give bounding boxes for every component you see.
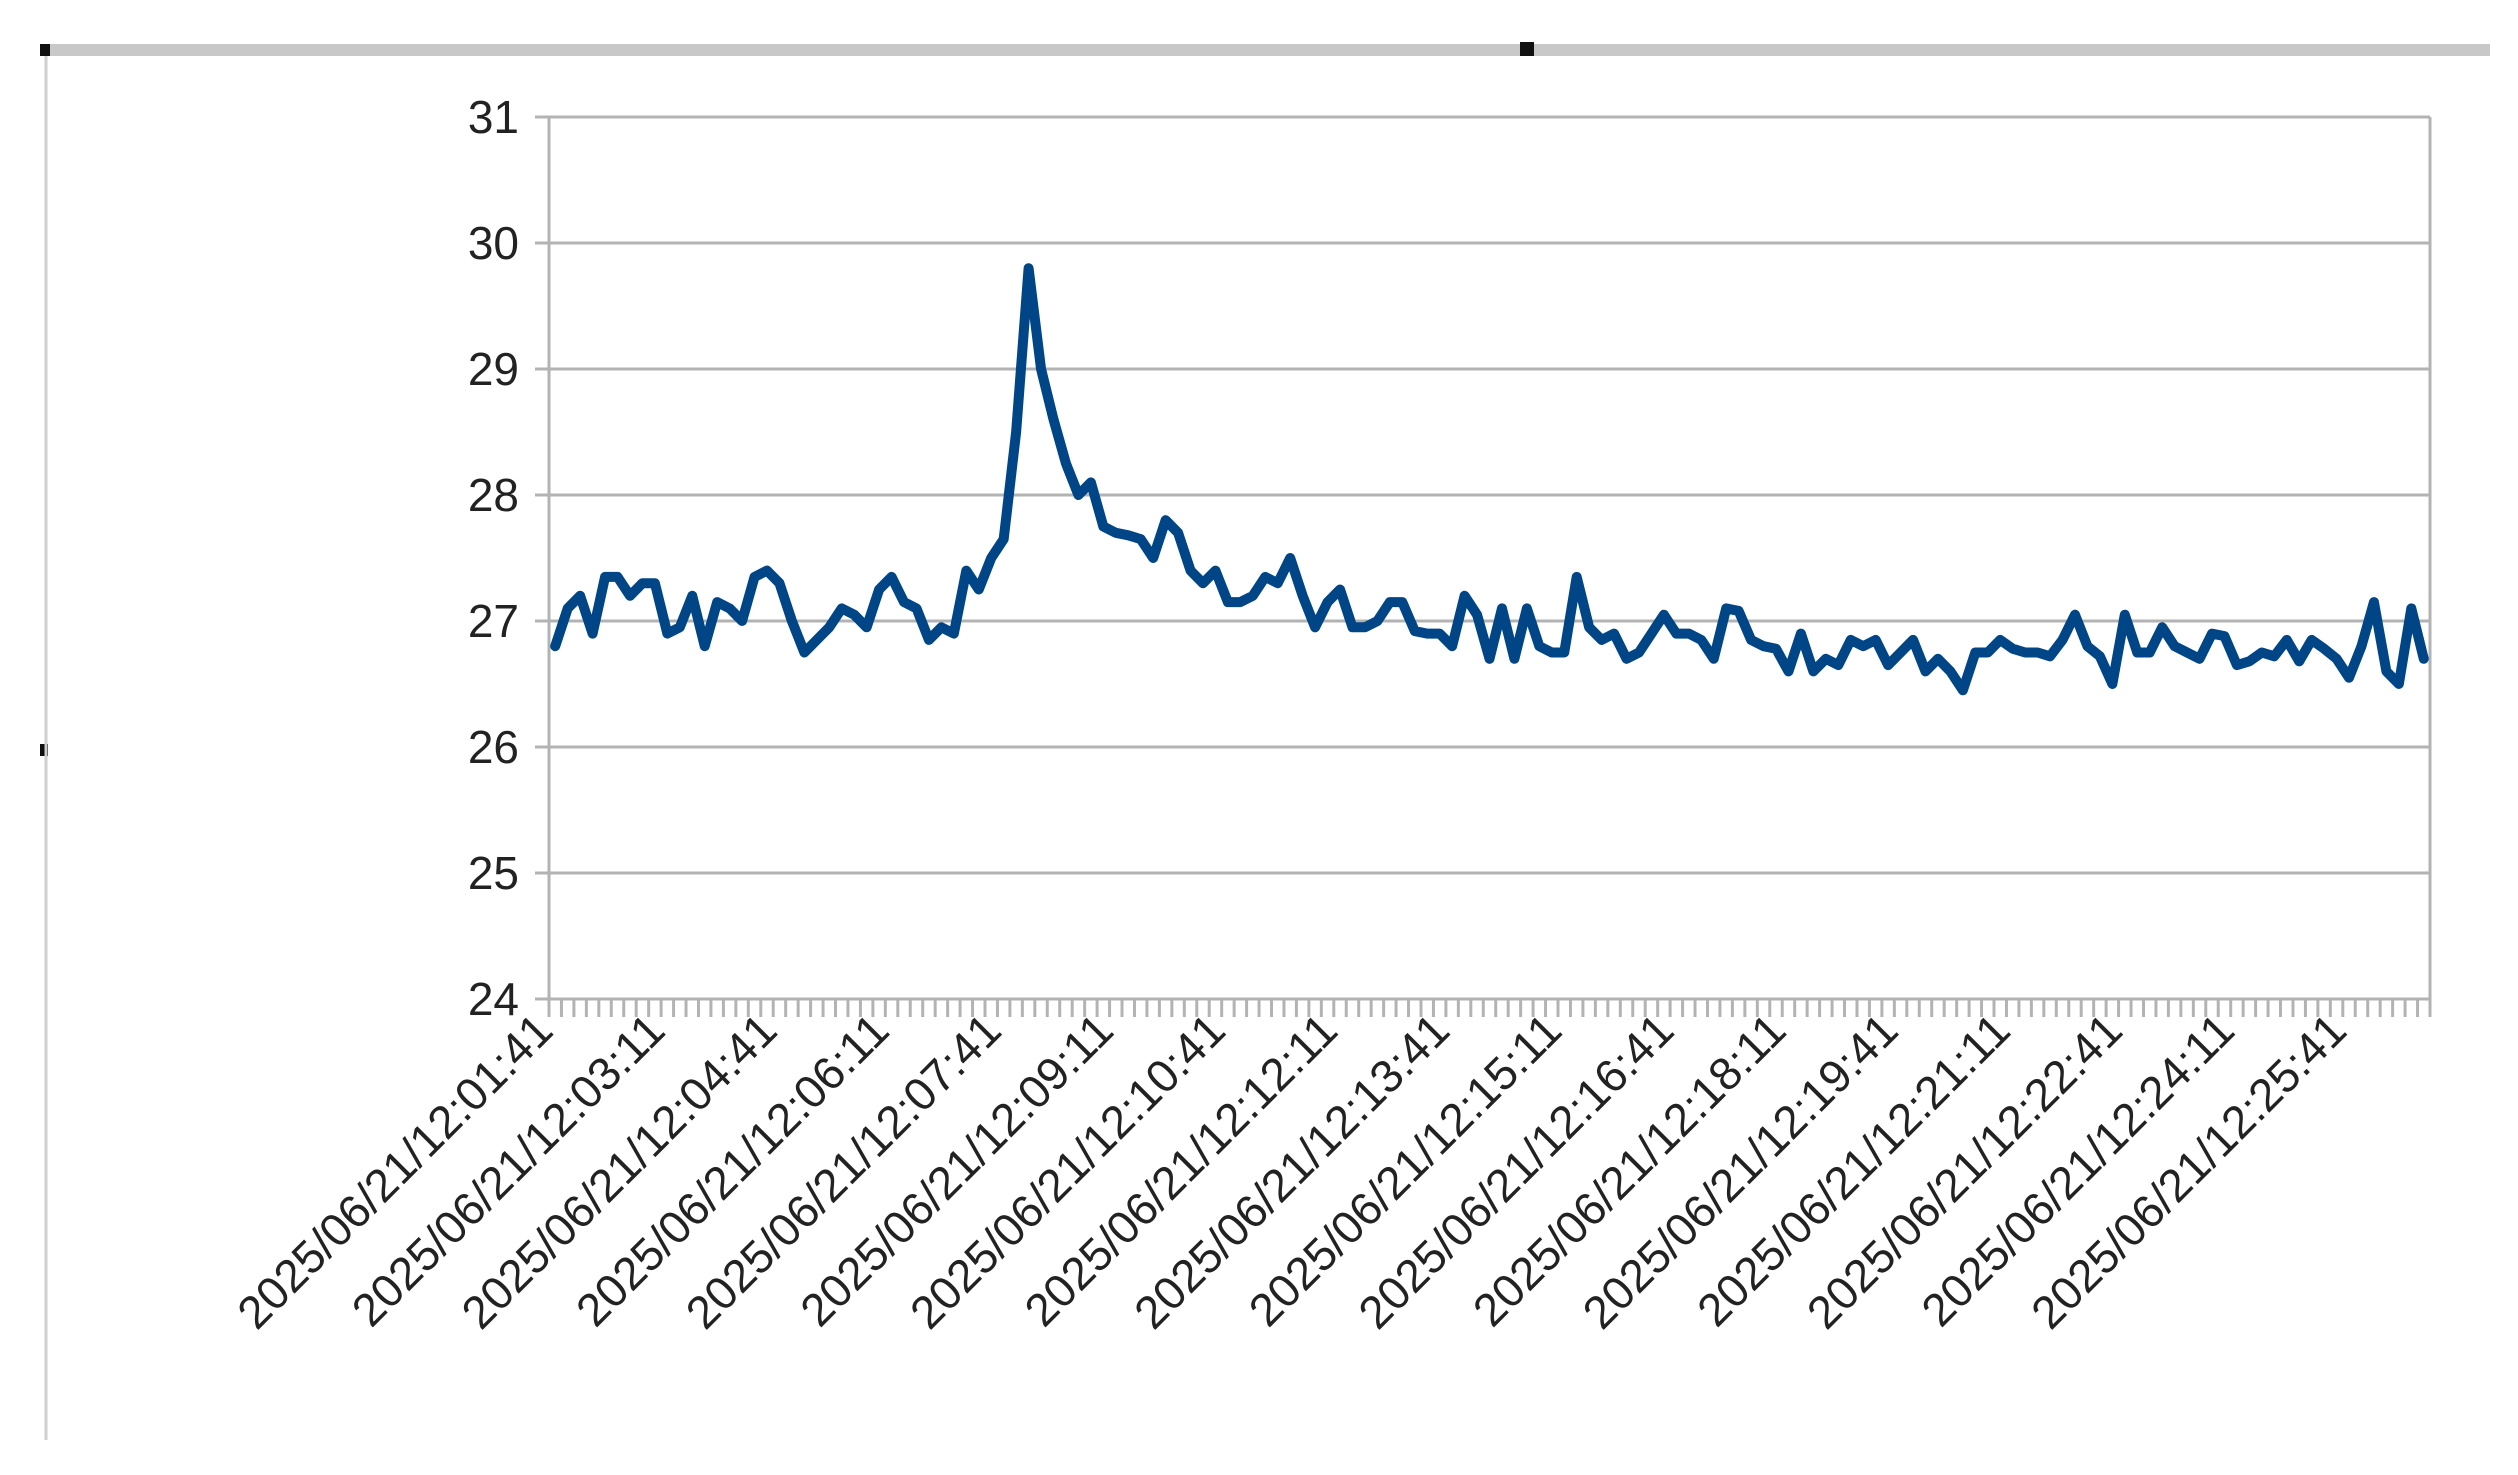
y-tick-label: 27: [468, 595, 519, 647]
y-tick-label: 25: [468, 847, 519, 899]
handle: [40, 744, 48, 756]
y-tick-label: 30: [468, 217, 519, 269]
handle: [1520, 42, 1534, 56]
data-line: [550, 263, 2429, 696]
y-tick-label: 24: [468, 973, 519, 1025]
y-tick-label: 31: [468, 91, 519, 143]
selection-bar: [45, 44, 2490, 56]
handle: [40, 44, 50, 56]
y-tick-label: 26: [468, 721, 519, 773]
y-tick-label: 29: [468, 343, 519, 395]
y-tick-label: 28: [468, 469, 519, 521]
